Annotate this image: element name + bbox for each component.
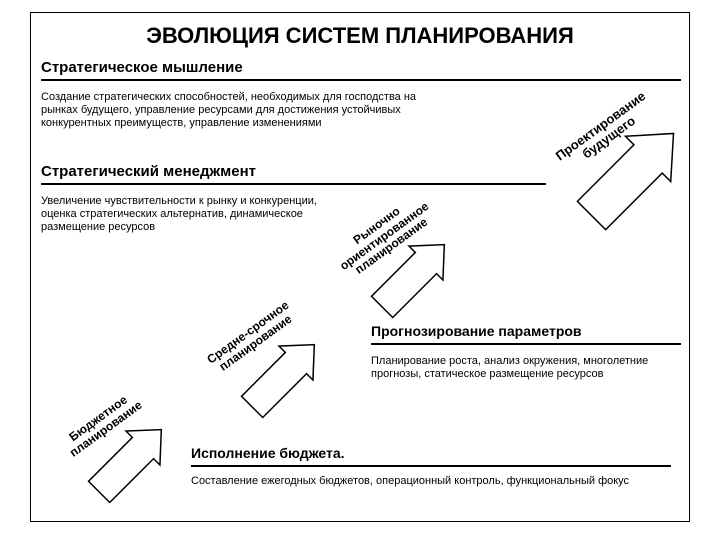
section2-heading-text: Стратегический менеджмент [41, 163, 256, 180]
section2-underline [41, 183, 546, 185]
section3-heading: Прогнозирование параметров [371, 323, 720, 339]
section1-body: Создание стратегических способностей, не… [41, 91, 431, 131]
section4-underline [191, 465, 671, 467]
section4-heading: Исполнение бюджета. [191, 445, 720, 461]
section1-underline [41, 79, 681, 81]
section2-body: Увеличение чувствительности к рынку и ко… [41, 195, 331, 235]
diagram-frame: ЭВОЛЮЦИЯ СИСТЕМ ПЛАНИРОВАНИЯ Стратегичес… [30, 12, 690, 522]
diagram-title: ЭВОЛЮЦИЯ СИСТЕМ ПЛАНИРОВАНИЯ [31, 23, 689, 49]
section3-underline [371, 343, 681, 345]
section1-heading: Стратегическое мышление [41, 59, 699, 76]
section4-heading-text: Исполнение бюджета. [191, 445, 345, 461]
section1-heading-text: Стратегическое мышление [41, 59, 243, 76]
section4-body: Составление ежегодных бюджетов, операцио… [191, 475, 651, 488]
section3-body: Планирование роста, анализ окружения, мн… [371, 355, 671, 381]
